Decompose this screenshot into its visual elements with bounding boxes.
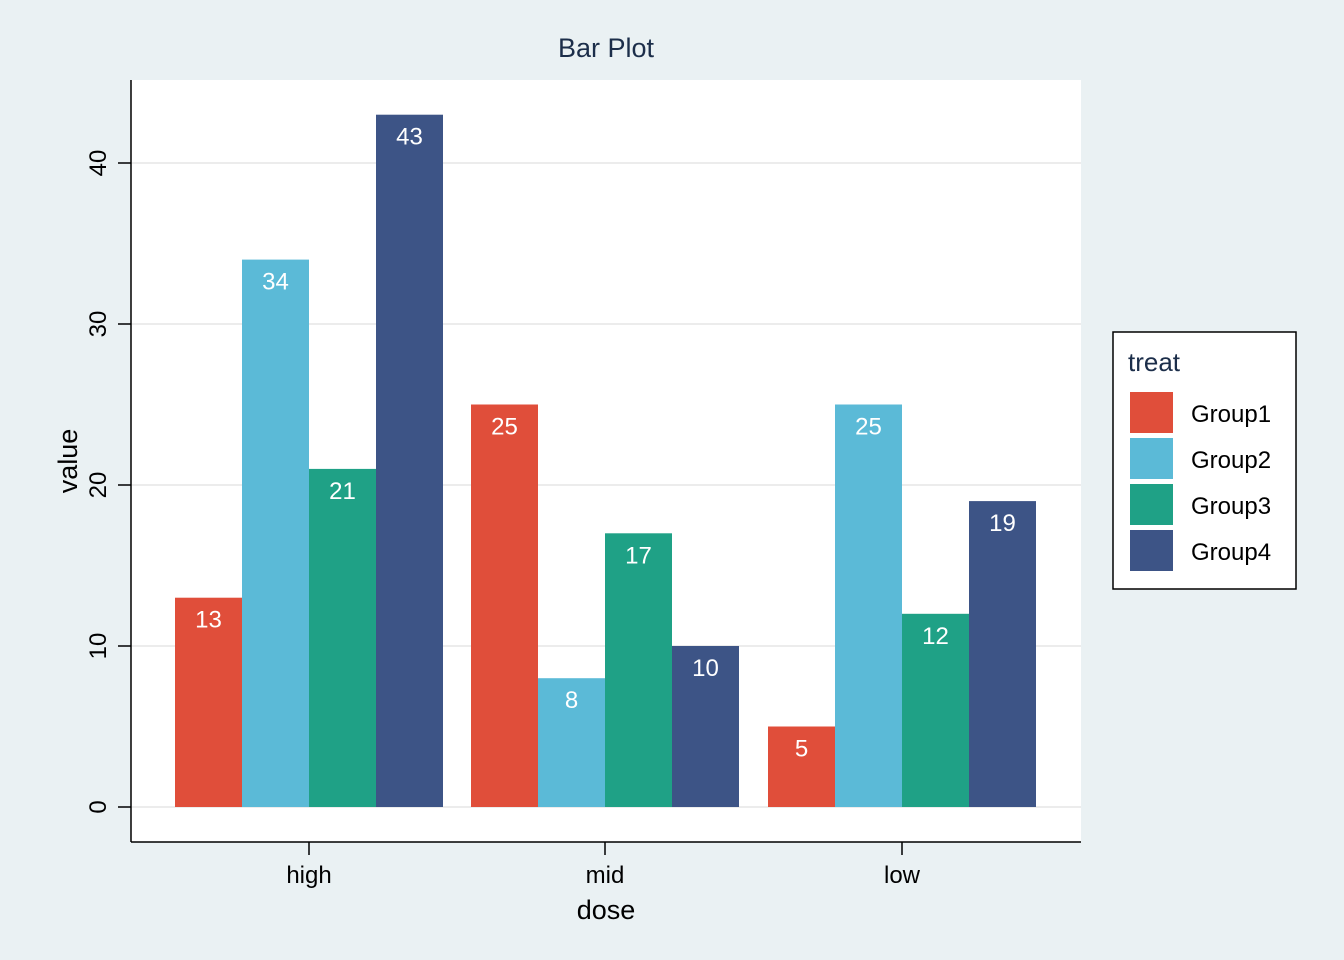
legend: treat Group1 Group2 Group3 Group4: [1112, 331, 1297, 590]
legend-title: treat: [1128, 347, 1181, 377]
x-tick-label-mid: mid: [586, 862, 625, 889]
axes: 0 10 20 30 40 high mid low: [85, 80, 1081, 889]
bar-group2-mid: [538, 678, 605, 807]
legend-swatch-group1: [1130, 392, 1173, 433]
y-tick-label: 40: [85, 150, 112, 177]
y-tick-label: 20: [85, 472, 112, 499]
chart-title: Bar Plot: [558, 33, 655, 63]
bar-value-label: 8: [565, 687, 578, 714]
legend-label-group2: Group2: [1191, 447, 1271, 474]
bar-group1-low: [768, 726, 835, 807]
bar-value-label: 19: [989, 510, 1016, 537]
bar-value-label: 13: [195, 607, 222, 634]
bar-value-label: 21: [329, 478, 356, 505]
legend-swatch-group4: [1130, 530, 1173, 571]
bar-value-labels: 13 34 21 43 25 8 17 10 5 25 12 19: [195, 124, 1016, 763]
bar-value-label: 17: [625, 542, 652, 569]
bar-group2-low: [835, 404, 902, 807]
bar-group2-high: [242, 259, 309, 808]
y-tick-label: 0: [85, 800, 112, 813]
legend-label-group4: Group4: [1191, 539, 1271, 566]
bar-value-label: 5: [795, 736, 808, 763]
legend-label-group3: Group3: [1191, 493, 1271, 520]
bar-value-label: 12: [922, 623, 949, 650]
bar-group3-mid: [605, 533, 672, 807]
bar-group4-high: [376, 114, 443, 807]
bar-group4-mid: [672, 646, 739, 807]
x-tick-label-low: low: [884, 862, 921, 889]
bar-value-label: 34: [262, 269, 289, 296]
legend-label-group1: Group1: [1191, 401, 1271, 428]
bar-value-label: 25: [491, 414, 518, 441]
bar-group4-low: [969, 501, 1036, 807]
y-tick-label: 30: [85, 311, 112, 338]
bars: [175, 114, 1036, 808]
bar-group3-low: [902, 613, 969, 807]
bar-value-label: 10: [692, 655, 719, 682]
legend-items: Group1 Group2 Group3 Group4: [1130, 392, 1271, 571]
legend-swatch-group3: [1130, 484, 1173, 525]
y-tick-label: 10: [85, 633, 112, 660]
bar-group1-mid: [471, 404, 538, 807]
bar-value-label: 25: [855, 414, 882, 441]
x-tick-label-high: high: [286, 862, 331, 889]
bar-group3-high: [309, 468, 376, 807]
legend-swatch-group2: [1130, 438, 1173, 479]
x-axis-title: dose: [577, 895, 636, 925]
bar-group1-high: [175, 597, 242, 807]
bar-value-label: 43: [396, 124, 423, 151]
y-axis-title: value: [53, 429, 83, 494]
